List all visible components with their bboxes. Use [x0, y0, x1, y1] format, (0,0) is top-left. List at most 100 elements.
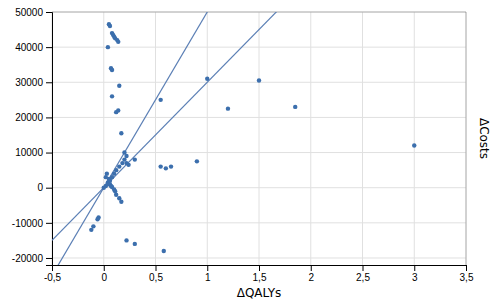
- scatter-point: [257, 78, 261, 82]
- y-axis-tick-label: 10000: [15, 147, 43, 158]
- y-axis-tick-label: 50000: [15, 7, 43, 18]
- scatter-point: [114, 193, 118, 197]
- scatter-point: [89, 228, 93, 232]
- y-axis-tick: 20000: [15, 112, 52, 123]
- grid-line-x: [259, 12, 260, 265]
- scatter-series: [102, 154, 163, 190]
- marks: [52, 12, 466, 265]
- reference-line: [52, 12, 466, 265]
- scatter-point: [205, 77, 209, 81]
- x-axis-tick-mark: [414, 265, 415, 271]
- scatter-point: [169, 164, 173, 168]
- scatter-point: [110, 68, 114, 72]
- x-axis-tick-label: 0: [101, 272, 107, 283]
- scatter-point: [119, 200, 123, 204]
- x-axis-tick-label: 3,5: [460, 272, 474, 283]
- reference-line: [52, 12, 466, 240]
- frame: [52, 12, 466, 13]
- scatter-point: [226, 106, 230, 110]
- x-axis-tick-mark: [207, 265, 208, 271]
- x-axis-tick-label: 1,5: [253, 272, 267, 283]
- x-axis-tick: 3,5: [460, 265, 474, 283]
- x-axis-tick: 2: [308, 265, 314, 283]
- y-axis-tick-mark: [46, 188, 52, 189]
- scatter-point: [119, 131, 123, 135]
- scatter-point: [133, 242, 137, 246]
- scatter-point: [158, 98, 162, 102]
- y-axis-tick-label: 0: [37, 182, 43, 193]
- scatter-point: [105, 171, 109, 175]
- x-axis-tick-label: 0,5: [149, 272, 163, 283]
- y-axis-tick-mark: [46, 12, 52, 13]
- grid-line-x: [207, 12, 208, 265]
- y-axis-tick: 30000: [15, 77, 52, 88]
- x-axis-tick-label: 2,5: [356, 272, 370, 283]
- y-axis-domain: [46, 13, 53, 266]
- y-axis-tick: 10000: [15, 147, 52, 158]
- y-axis-tick-label: 20000: [15, 112, 43, 123]
- x-axis-tick: 2,5: [356, 265, 370, 283]
- y-axis-tick-mark: [46, 117, 52, 118]
- scatter-series: [89, 22, 416, 253]
- grid-line-x: [362, 12, 363, 265]
- grid-line-x: [310, 12, 311, 265]
- scatter-point: [133, 157, 137, 161]
- x-axis-tick-mark: [466, 265, 467, 271]
- y-axis-tick-mark: [46, 153, 52, 154]
- y-axis-tick-mark: [46, 82, 52, 83]
- y-axis-tick-label: -10000: [12, 218, 44, 229]
- x-axis-tick-label: 2: [308, 272, 314, 283]
- scatter-point: [195, 159, 199, 163]
- y-axis-tick-label: 40000: [15, 42, 43, 53]
- x-axis: -0,5 0 0,5 1 1,5 2 2,5 3 3,5: [44, 265, 474, 283]
- x-axis-tick-mark: [104, 265, 105, 271]
- grid: [52, 12, 466, 265]
- scatter-point: [124, 238, 128, 242]
- x-axis-tick: 0: [101, 265, 107, 283]
- y-axis-tick: 50000: [15, 7, 52, 18]
- plot: -0,5 0 0,5 1 1,5 2 2,5 3 3,5 -20000 -10000 0 10000 20…: [12, 0, 491, 300]
- scatter-point: [114, 168, 118, 172]
- x-axis-tick: 0,5: [149, 265, 163, 283]
- scatter-point: [117, 164, 121, 168]
- scatter-point: [158, 164, 162, 168]
- x-axis-tick-mark: [363, 265, 364, 271]
- scatter-point: [110, 94, 114, 98]
- scatter-point: [164, 166, 168, 170]
- x-axis-tick-mark: [156, 265, 157, 271]
- scatter-point: [412, 143, 416, 147]
- y-axis-tick-mark: [46, 258, 52, 259]
- y-axis-tick-label: 30000: [15, 77, 43, 88]
- x-axis-tick: -0,5: [44, 265, 62, 283]
- scatter-point: [108, 24, 112, 28]
- grid-line-y: [52, 117, 466, 118]
- scatter-point: [124, 154, 128, 158]
- scatter-point: [106, 45, 110, 49]
- x-axis-tick-mark: [311, 265, 312, 271]
- grid-line-y: [52, 222, 466, 223]
- x-axis-tick-label: 3: [412, 272, 418, 283]
- x-axis-tick: 1,5: [253, 265, 267, 283]
- y-axis-tick-label: -20000: [12, 253, 44, 264]
- y-axis-label: ΔCosts: [477, 118, 491, 159]
- y-axis-tick-mark: [46, 47, 52, 48]
- scatter-point: [116, 108, 120, 112]
- scatter-point: [95, 217, 99, 221]
- y-axis-tick-mark: [46, 223, 52, 224]
- frame: [466, 12, 467, 265]
- grid-line-x: [103, 12, 104, 265]
- x-axis-domain: [53, 266, 467, 272]
- scatter-point: [117, 84, 121, 88]
- scatter-point: [162, 249, 166, 253]
- grid-line-x: [466, 12, 467, 265]
- x-axis-label: ΔQALYs: [237, 286, 282, 300]
- x-axis-tick-label: -0,5: [44, 272, 62, 283]
- grid-line-x: [414, 12, 415, 265]
- y-axis-tick: 0: [37, 182, 52, 193]
- grid-line-y: [52, 12, 466, 13]
- y-axis-tick: 40000: [15, 42, 52, 53]
- x-axis-tick: 3: [412, 265, 418, 283]
- scatter-point: [126, 163, 130, 167]
- scatter-point: [116, 40, 120, 44]
- x-axis-tick-label: 1: [205, 272, 211, 283]
